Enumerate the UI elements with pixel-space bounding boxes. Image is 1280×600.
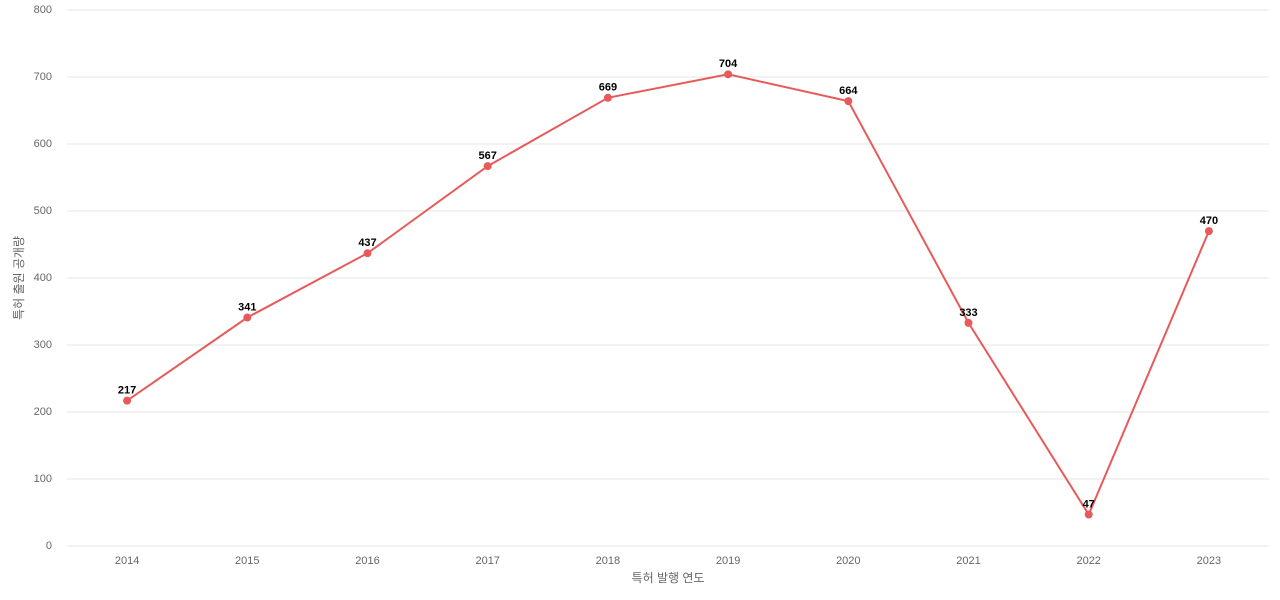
x-tick-label: 2014 <box>115 555 139 567</box>
value-label: 664 <box>839 85 858 97</box>
value-label: 437 <box>358 237 376 249</box>
x-axis-label: 특허 발행 연도 <box>632 570 705 585</box>
data-point <box>1084 510 1093 519</box>
x-tick-label: 2022 <box>1076 555 1100 567</box>
data-point <box>363 249 372 258</box>
y-axis-label: 특허 출원 공개량 <box>12 236 26 320</box>
x-tick-label: 2023 <box>1197 555 1221 567</box>
data-point <box>243 313 252 322</box>
y-tick-label: 600 <box>34 138 52 150</box>
x-tick-label: 2016 <box>355 555 379 567</box>
x-tick-label: 2021 <box>956 555 980 567</box>
data-line <box>126 73 1210 517</box>
y-tick-label: 0 <box>46 540 52 552</box>
x-tick-label: 2018 <box>596 555 620 567</box>
y-tick-label: 700 <box>34 71 52 83</box>
y-tick-label: 400 <box>34 272 52 284</box>
data-point <box>1204 227 1213 236</box>
value-label: 669 <box>599 82 617 94</box>
value-label: 704 <box>719 58 738 70</box>
x-tick-label: 2015 <box>235 555 259 567</box>
value-label: 47 <box>1083 498 1095 510</box>
y-tick-label: 500 <box>34 205 52 217</box>
y-tick-label: 300 <box>34 339 52 351</box>
value-label: 470 <box>1200 215 1218 227</box>
x-tick-label: 2017 <box>475 555 499 567</box>
data-point <box>603 93 612 102</box>
value-label: 333 <box>959 307 977 319</box>
data-point <box>483 162 492 171</box>
data-point <box>844 97 853 106</box>
x-tick-label: 2020 <box>836 555 860 567</box>
value-label: 341 <box>238 301 256 313</box>
data-point <box>123 396 132 405</box>
value-label: 567 <box>479 150 497 162</box>
x-tick-label: 2019 <box>716 555 740 567</box>
data-point <box>724 70 733 79</box>
y-tick-label: 200 <box>34 406 52 418</box>
y-tick-label: 800 <box>34 4 52 16</box>
y-tick-label: 100 <box>34 473 52 485</box>
value-label: 217 <box>118 385 136 397</box>
data-point <box>964 318 973 327</box>
